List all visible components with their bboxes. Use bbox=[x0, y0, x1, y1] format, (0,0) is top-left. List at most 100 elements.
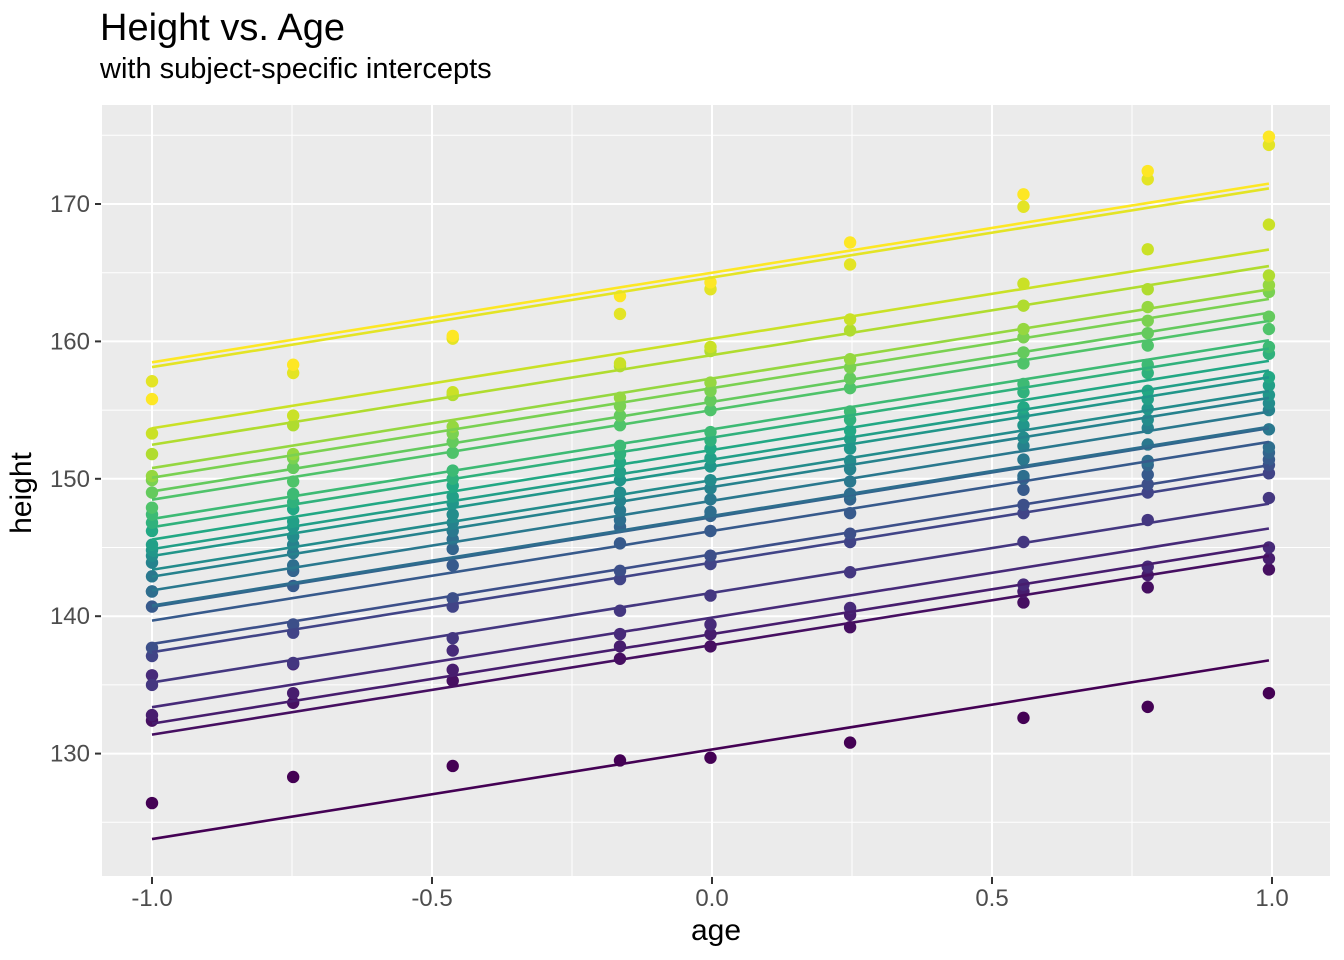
data-point bbox=[1141, 164, 1154, 178]
data-point bbox=[145, 427, 159, 440]
y-tick-label: 170 bbox=[50, 191, 90, 218]
data-point bbox=[446, 542, 459, 556]
data-point bbox=[286, 770, 300, 784]
y-tick-label: 160 bbox=[50, 328, 90, 355]
subject-trend-line bbox=[151, 426, 1270, 609]
data-point bbox=[1262, 563, 1276, 576]
data-point bbox=[145, 708, 159, 722]
data-point bbox=[1262, 322, 1276, 336]
data-point bbox=[145, 796, 159, 810]
data-point bbox=[1262, 218, 1276, 231]
data-point bbox=[1141, 581, 1154, 594]
y-tick-label: 150 bbox=[50, 466, 90, 493]
x-tick-label: 1.0 bbox=[1255, 885, 1288, 912]
subject-trend-line bbox=[151, 338, 1270, 521]
data-point bbox=[1262, 491, 1276, 505]
data-point bbox=[145, 669, 159, 682]
data-point bbox=[286, 409, 300, 422]
chart-subtitle: with subject-specific intercepts bbox=[100, 53, 492, 85]
data-point bbox=[145, 585, 159, 598]
data-point bbox=[1017, 469, 1030, 483]
y-tick-label: 130 bbox=[50, 741, 90, 768]
subject-trend-line bbox=[151, 463, 1270, 646]
data-point bbox=[613, 307, 627, 321]
data-point bbox=[1017, 277, 1030, 290]
data-point bbox=[843, 258, 857, 271]
subject-trend-line bbox=[151, 554, 1270, 736]
data-point bbox=[145, 469, 159, 483]
x-axis-title: age bbox=[690, 914, 742, 947]
data-point bbox=[1262, 541, 1276, 554]
data-point bbox=[1017, 596, 1030, 609]
x-tick-label: -0.5 bbox=[411, 885, 452, 912]
data-point bbox=[145, 375, 159, 388]
data-point bbox=[446, 674, 459, 687]
subject-trend-line bbox=[151, 389, 1270, 572]
subject-trend-line bbox=[151, 410, 1270, 592]
data-point bbox=[1262, 370, 1276, 384]
subject-trend-line bbox=[151, 319, 1270, 501]
x-tick-label: 0.0 bbox=[695, 885, 728, 912]
data-point bbox=[1262, 340, 1276, 354]
data-point bbox=[1262, 269, 1276, 282]
data-point bbox=[1017, 200, 1030, 213]
data-point bbox=[1262, 130, 1276, 143]
chart-title: Height vs. Age bbox=[100, 7, 346, 49]
data-point bbox=[145, 501, 159, 514]
subject-trend-line bbox=[151, 396, 1270, 578]
data-point bbox=[446, 559, 459, 572]
x-tick-label: -1.0 bbox=[131, 885, 172, 912]
data-point bbox=[446, 329, 459, 343]
subject-trend-line bbox=[151, 527, 1270, 709]
data-point bbox=[1141, 468, 1154, 481]
y-axis-title: height bbox=[5, 452, 38, 534]
data-point bbox=[145, 392, 159, 406]
subject-trend-line bbox=[151, 359, 1270, 541]
data-point bbox=[145, 447, 159, 461]
subject-trend-line bbox=[151, 440, 1270, 622]
data-point bbox=[1017, 453, 1030, 466]
subject-trend-line bbox=[151, 288, 1270, 470]
data-point bbox=[446, 508, 459, 521]
subject-trend-line bbox=[151, 376, 1270, 558]
data-point bbox=[704, 340, 717, 354]
data-point bbox=[613, 357, 627, 370]
subject-trend-line bbox=[151, 347, 1270, 529]
subject-trend-line bbox=[151, 264, 1270, 447]
data-point bbox=[286, 358, 300, 371]
data-point bbox=[1017, 188, 1030, 201]
data-point bbox=[613, 504, 627, 517]
data-point bbox=[1017, 419, 1030, 432]
subject-trend-line bbox=[151, 187, 1270, 369]
data-point bbox=[1141, 700, 1154, 714]
data-point bbox=[843, 236, 857, 249]
subject-trend-line bbox=[151, 182, 1270, 364]
data-point bbox=[446, 663, 459, 676]
subject-trend-line bbox=[151, 311, 1270, 493]
data-point bbox=[1141, 243, 1154, 256]
subject-trend-line bbox=[151, 369, 1270, 551]
data-point bbox=[286, 686, 300, 700]
subject-trend-line bbox=[151, 248, 1270, 430]
y-tick-label: 140 bbox=[50, 603, 90, 630]
x-tick-label: 0.5 bbox=[975, 885, 1008, 912]
subject-trend-line bbox=[151, 502, 1270, 684]
data-point bbox=[704, 618, 717, 631]
data-point bbox=[446, 759, 459, 773]
subject-trend-line bbox=[151, 472, 1270, 654]
subject-trend-line bbox=[151, 297, 1270, 479]
data-point bbox=[1262, 552, 1276, 565]
data-point bbox=[1262, 278, 1276, 292]
data-point bbox=[1262, 686, 1276, 700]
subject-trend-line bbox=[151, 543, 1270, 725]
subject-trend-line bbox=[151, 425, 1270, 607]
subject-trend-line bbox=[151, 659, 1270, 841]
data-point bbox=[843, 736, 857, 749]
data-point bbox=[1141, 339, 1154, 352]
data-point bbox=[1017, 711, 1030, 725]
data-point bbox=[446, 644, 459, 657]
data-point bbox=[1262, 440, 1276, 454]
data-point bbox=[145, 486, 159, 499]
